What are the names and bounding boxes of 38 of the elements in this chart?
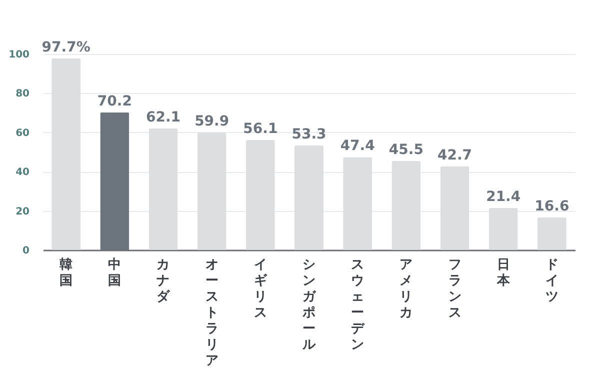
data-label: 97.7% (42, 40, 90, 56)
bar (392, 160, 421, 250)
y-tick-label: 40 (16, 167, 30, 178)
bar (488, 208, 518, 250)
x-tick-label: 韓国 (60, 258, 73, 288)
x-tick-label: イギリス (254, 258, 268, 320)
data-label: 16.6 (534, 198, 570, 214)
data-label: 45.5 (388, 142, 424, 158)
bar (148, 128, 178, 250)
data-label: 59.9 (194, 114, 230, 130)
x-tick-label: スウェーデン (351, 258, 366, 352)
data-label: 56.1 (243, 121, 278, 138)
bar (294, 146, 324, 250)
x-tick-label: フランス (448, 258, 462, 320)
x-tick-label: ドイツ (545, 258, 558, 304)
x-tick-label: シンガポール (302, 258, 316, 352)
data-label: 42.7 (437, 147, 472, 164)
data-label: 70.2 (97, 93, 132, 110)
data-label: 62.1 (146, 109, 181, 126)
bar (52, 58, 81, 250)
y-tick-label: 80 (16, 88, 30, 100)
x-tick-label: カナダ (156, 258, 171, 304)
data-label: 21.4 (486, 189, 521, 206)
y-tick-label: 0 (22, 246, 30, 256)
bar (197, 132, 226, 250)
x-tick-label: 中国 (108, 258, 122, 288)
x-tick-label: 日本 (496, 258, 511, 288)
bar (537, 217, 566, 250)
y-tick-label: 20 (16, 206, 30, 218)
data-label: 47.4 (340, 138, 376, 154)
bar (343, 157, 372, 250)
data-label: 53.3 (292, 126, 326, 143)
y-tick-label: 100 (8, 50, 30, 60)
x-tick-label: アメリカ (400, 258, 413, 320)
bar (440, 166, 470, 250)
bar (246, 140, 275, 250)
y-tick-label: 60 (16, 128, 30, 139)
x-tick-label: オーストラリア (205, 258, 218, 368)
